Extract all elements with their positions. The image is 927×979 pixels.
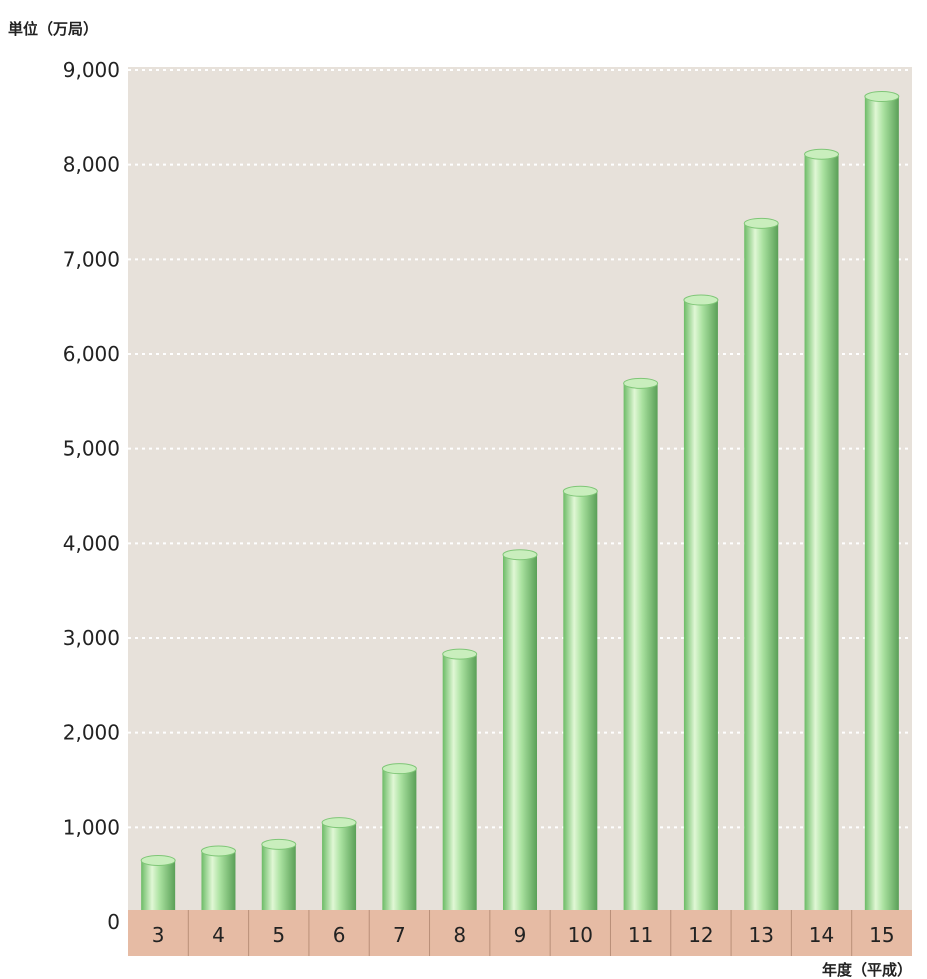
x-tick-label: 14 <box>809 923 834 947</box>
bar-top <box>200 845 236 857</box>
bar <box>200 845 236 910</box>
bar-body <box>442 654 477 910</box>
bar <box>140 854 176 910</box>
x-tick-label: 10 <box>568 923 593 947</box>
bar-body <box>382 768 417 910</box>
bar-top <box>562 485 598 497</box>
bar-body <box>322 822 357 910</box>
bar <box>623 377 659 910</box>
y-tick-label: 4,000 <box>63 531 120 555</box>
y-tick-label: 5,000 <box>63 437 120 461</box>
bar-body <box>623 383 658 910</box>
bar-body <box>563 491 598 910</box>
bar <box>804 148 840 911</box>
y-tick-label: 1,000 <box>63 815 120 839</box>
bar-body <box>683 300 718 910</box>
x-axis-labels: 3 4 5 6 7 8 9 10 11 12 13 14 15 <box>152 923 895 947</box>
bar-body <box>261 844 296 910</box>
bar <box>442 648 478 910</box>
category-band <box>128 910 912 956</box>
bars <box>140 91 900 911</box>
x-tick-label: 9 <box>514 923 527 947</box>
bar-top <box>261 838 297 850</box>
bar-top <box>381 763 417 775</box>
bar <box>683 294 719 910</box>
x-tick-label: 3 <box>152 923 165 947</box>
x-tick-label: 11 <box>628 923 653 947</box>
bar-top <box>321 817 357 829</box>
y-tick-label: 2,000 <box>63 721 120 745</box>
bar-top <box>864 91 900 103</box>
x-axis-unit-label: 年度（平成） <box>822 961 912 979</box>
x-tick-label: 12 <box>688 923 713 947</box>
bar-body <box>744 223 779 911</box>
y-tick-label: 9,000 <box>63 58 120 82</box>
y-tick-label: 0 <box>107 910 120 934</box>
bar-body <box>804 154 839 911</box>
bar <box>381 763 417 910</box>
category-band-dividers <box>187 910 853 956</box>
bar <box>743 217 779 911</box>
bar-top <box>502 549 538 561</box>
y-tick-label: 7,000 <box>63 247 120 271</box>
x-tick-label: 13 <box>749 923 774 947</box>
x-tick-label: 6 <box>333 923 346 947</box>
bar-body <box>503 554 537 910</box>
x-tick-label: 4 <box>212 923 225 947</box>
y-tick-label: 3,000 <box>63 626 120 650</box>
x-tick-label: 8 <box>453 923 466 947</box>
x-tick-label: 15 <box>869 923 894 947</box>
bar-top <box>623 377 659 389</box>
bar-top <box>442 648 478 660</box>
bar-body <box>864 96 899 911</box>
y-axis-unit-label: 単位（万局） <box>8 20 98 38</box>
bar-top <box>140 854 176 866</box>
bar-body <box>201 851 236 910</box>
bar-top <box>743 217 779 229</box>
bar-top <box>804 148 840 160</box>
bar <box>502 549 538 910</box>
bar <box>864 91 900 911</box>
bar <box>562 485 598 910</box>
y-tick-label: 8,000 <box>63 153 120 177</box>
bar <box>321 817 357 910</box>
bar-body <box>141 860 176 910</box>
y-axis-ticks: 0 1,000 2,000 3,000 4,000 5,000 6,000 7,000 8,00… <box>63 58 120 934</box>
bar <box>261 838 297 910</box>
y-tick-label: 6,000 <box>63 342 120 366</box>
bar-top <box>683 294 719 306</box>
x-tick-label: 5 <box>272 923 285 947</box>
x-tick-label: 7 <box>393 923 406 947</box>
